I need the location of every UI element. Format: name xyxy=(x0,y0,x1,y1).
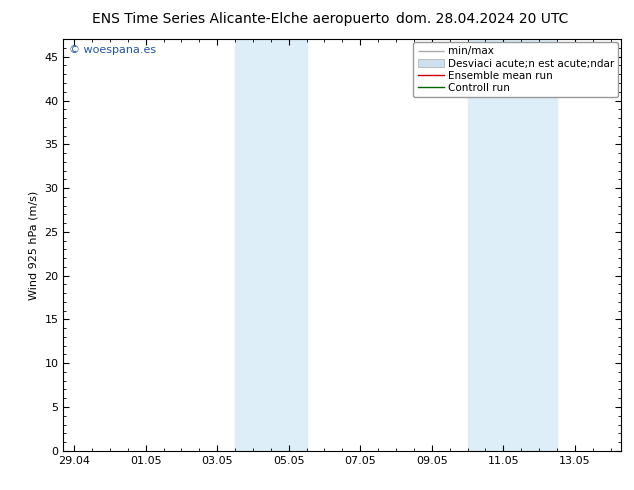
Bar xyxy=(467,39,557,451)
Text: dom. 28.04.2024 20 UTC: dom. 28.04.2024 20 UTC xyxy=(396,12,568,26)
Text: ENS Time Series Alicante-Elche aeropuerto: ENS Time Series Alicante-Elche aeropuert… xyxy=(92,12,390,26)
Legend: min/max, Desviaci acute;n est acute;ndar, Ensemble mean run, Controll run: min/max, Desviaci acute;n est acute;ndar… xyxy=(413,42,618,97)
Text: © woespana.es: © woespana.es xyxy=(69,46,156,55)
Y-axis label: Wind 925 hPa (m/s): Wind 925 hPa (m/s) xyxy=(29,191,39,299)
Bar xyxy=(235,39,307,451)
